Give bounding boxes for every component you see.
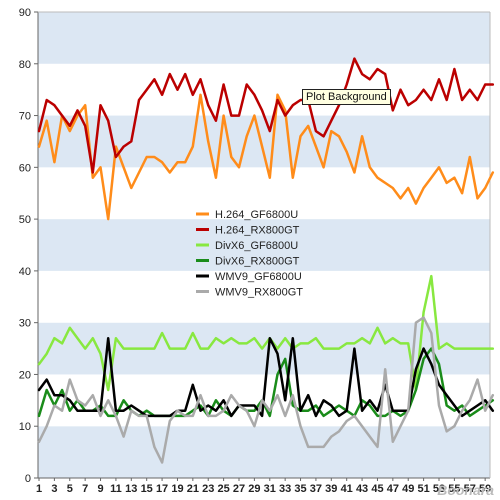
x-tick-label: 53 <box>433 483 445 495</box>
legend-label: WMV9_GF6800U <box>215 271 302 283</box>
x-tick-label: 29 <box>248 483 260 495</box>
series-line <box>37 57 495 174</box>
x-tick-label: 7 <box>82 483 88 495</box>
x-tick-label: 1 <box>36 483 42 495</box>
x-tick-label: 19 <box>171 483 183 495</box>
x-tick-label: 45 <box>371 483 383 495</box>
watermark-logo: Boonara <box>437 482 494 498</box>
series-line <box>37 93 495 221</box>
x-tick-label: 35 <box>294 483 306 495</box>
x-tick-label: 23 <box>202 483 214 495</box>
x-tick-label: 11 <box>110 483 122 495</box>
y-tick-label: 10 <box>19 421 31 433</box>
x-tick-label: 39 <box>325 483 337 495</box>
grid-band <box>38 63 490 116</box>
legend-label: H.264_RX800GT <box>215 225 300 237</box>
x-tick-label: 51 <box>417 483 429 495</box>
x-tick-label: 33 <box>279 483 291 495</box>
x-tick-label: 43 <box>356 483 368 495</box>
legend-label: DivX6_GF6800U <box>215 240 298 252</box>
grid-band <box>38 426 490 478</box>
legend-label: DivX6_RX800GT <box>215 256 300 268</box>
x-tick-label: 31 <box>264 483 276 495</box>
x-tick-label: 57 <box>464 483 476 495</box>
y-tick-label: 90 <box>19 7 31 19</box>
x-tick-label: 49 <box>402 483 414 495</box>
y-tick-label: 80 <box>19 59 31 71</box>
x-tick-label: 27 <box>233 483 245 495</box>
legend-label: WMV9_RX800GT <box>215 287 303 299</box>
x-tick-label: 41 <box>341 483 353 495</box>
x-tick-label: 17 <box>156 483 168 495</box>
y-tick-label: 20 <box>19 369 31 381</box>
x-tick-label: 25 <box>217 483 229 495</box>
series-line <box>37 274 495 392</box>
x-tick-label: 5 <box>67 483 73 495</box>
x-tick-label: 9 <box>97 483 103 495</box>
y-tick-label: 30 <box>19 318 31 330</box>
y-tick-label: 70 <box>19 111 31 123</box>
x-tick-label: 13 <box>125 483 137 495</box>
plot-background-tooltip: Plot Background <box>302 89 391 105</box>
grid-band <box>38 12 490 64</box>
x-tick-label: 15 <box>141 483 153 495</box>
grid-band <box>38 115 490 168</box>
legend: H.264_GF6800U H.264_RX800GT DivX6_GF6800U D… <box>196 209 303 299</box>
x-tick-label: 21 <box>187 483 199 495</box>
x-tick-label: 37 <box>310 483 322 495</box>
x-tick-label: 3 <box>51 483 57 495</box>
y-tick-label: 60 <box>19 162 31 174</box>
x-tick-label: 47 <box>387 483 399 495</box>
series-line <box>37 336 495 418</box>
legend-label: H.264_GF6800U <box>215 209 298 221</box>
grid-band <box>38 270 490 323</box>
y-tick-label: 0 <box>25 473 31 485</box>
series-line <box>37 316 495 464</box>
y-tick-label: 40 <box>19 266 31 278</box>
x-tick-label: 59 <box>479 483 491 495</box>
grid-band <box>38 219 490 271</box>
y-tick-label: 50 <box>19 214 31 226</box>
series-lines <box>37 57 495 464</box>
x-tick-label: 55 <box>448 483 460 495</box>
